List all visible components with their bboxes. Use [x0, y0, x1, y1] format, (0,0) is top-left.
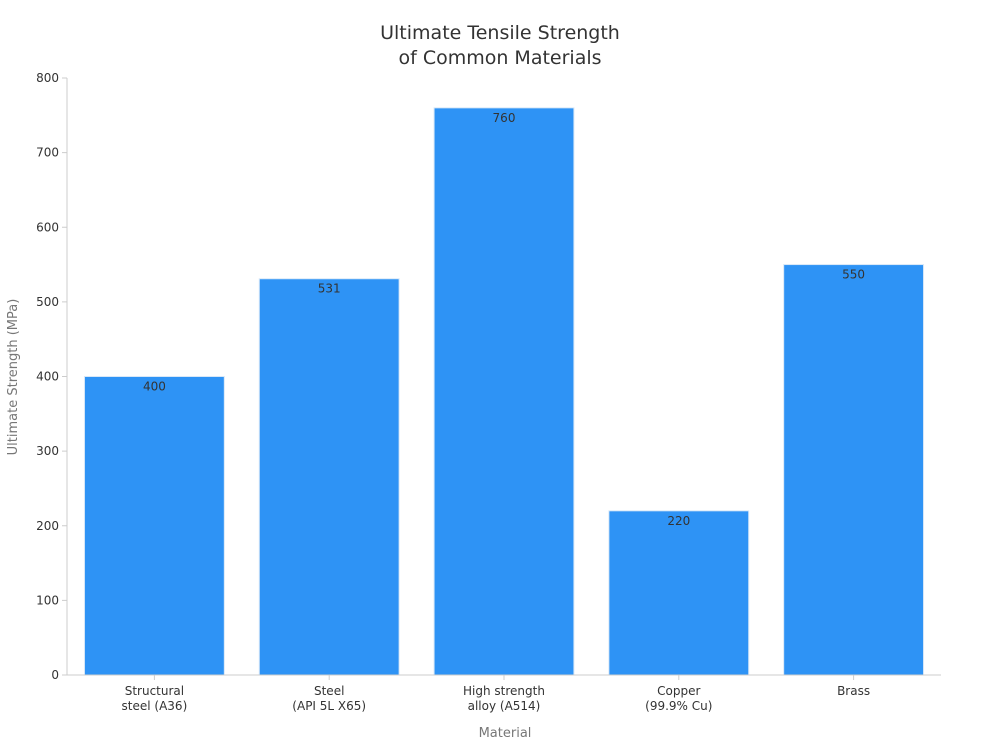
- y-tick-label: 500: [36, 295, 59, 309]
- y-tick-label: 300: [36, 444, 59, 458]
- bar: [783, 264, 925, 676]
- y-axis-label: Ultimate Strength (MPa): [6, 299, 21, 456]
- bar: [433, 107, 575, 676]
- y-tick-label: 600: [36, 220, 59, 234]
- y-tick-label: 100: [36, 593, 59, 607]
- bar-value-label: 760: [493, 111, 516, 125]
- data-labels-group: 400 531 760 220 550: [143, 111, 865, 528]
- x-tick-label: (API 5L X65): [292, 699, 366, 713]
- bar: [83, 376, 225, 676]
- x-tick-label: (99.9% Cu): [645, 699, 712, 713]
- x-tick-label: alloy (A514): [468, 699, 541, 713]
- bar-value-label: 220: [667, 514, 690, 528]
- y-tick-label: 400: [36, 370, 59, 384]
- x-axis-label: Material: [479, 726, 532, 741]
- bar-value-label: 400: [143, 380, 166, 394]
- x-tick-label: Brass: [837, 684, 870, 698]
- bars-group: [83, 107, 925, 676]
- chart-title-line-2: of Common Materials: [398, 47, 601, 69]
- chart-title: Ultimate Tensile Strength of Common Mate…: [380, 22, 620, 69]
- x-tick-label: Steel: [314, 684, 344, 698]
- x-tick-label: Copper: [657, 684, 700, 698]
- y-tick-label: 800: [36, 71, 59, 85]
- bar-value-label: 531: [318, 282, 341, 296]
- chart-title-line-1: Ultimate Tensile Strength: [380, 22, 620, 44]
- y-tick-label: 700: [36, 146, 59, 160]
- x-tick-label: steel (A36): [122, 699, 188, 713]
- y-axis: 0 100 200 300 400 500 600 700 800: [36, 71, 68, 682]
- y-tick-label: 200: [36, 519, 59, 533]
- x-tick-label: Structural: [125, 684, 184, 698]
- x-tick-label: High strength: [463, 684, 545, 698]
- y-tick-label: 0: [51, 668, 59, 682]
- bar: [608, 510, 750, 676]
- bar: [258, 278, 400, 676]
- bar-value-label: 550: [842, 268, 865, 282]
